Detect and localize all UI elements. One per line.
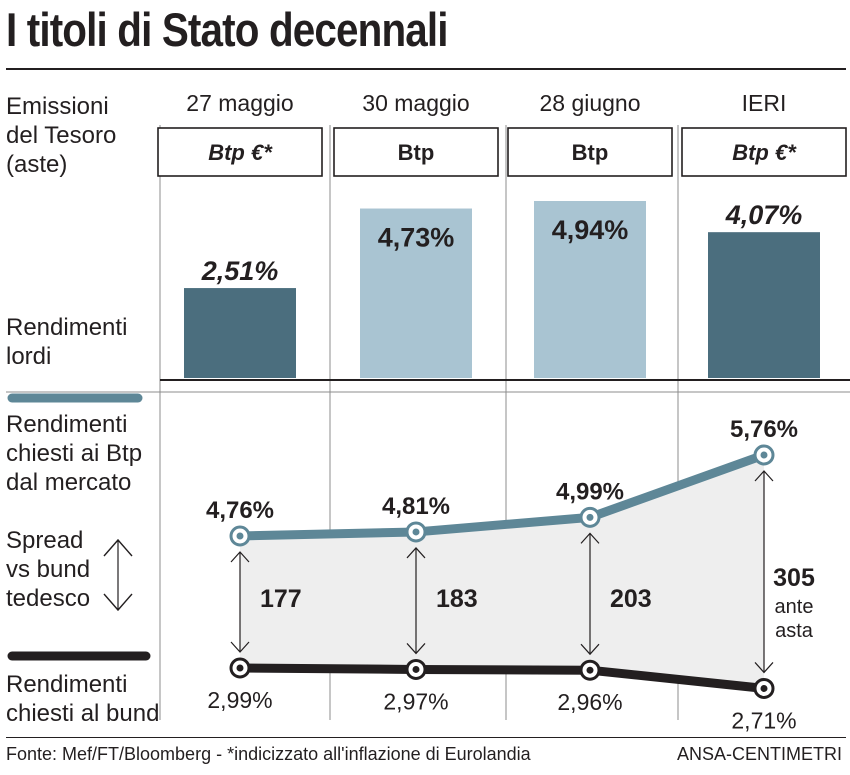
spread-arrow-head-down — [754, 662, 774, 674]
btp-market-point-dot — [760, 451, 768, 459]
bond-type-label: Btp — [572, 140, 609, 165]
bond-type-box — [333, 127, 499, 177]
footer-credit: ANSA-CENTIMETRI — [676, 744, 842, 764]
spread-value: 177 — [260, 585, 302, 613]
bund-point-dot — [760, 684, 768, 692]
spread-arrow-head-up — [406, 547, 426, 559]
label-rendimenti-bund: Rendimenti chiesti al bund — [6, 671, 160, 727]
gross-yield-label: 4,94% — [552, 215, 629, 245]
gross-yield-bar — [184, 288, 296, 378]
btp-market-value: 4,99% — [556, 478, 624, 505]
gross-yield-label: 2,51% — [201, 256, 279, 286]
label-rendimenti-lordi: Rendimenti lordi — [6, 314, 128, 370]
bond-type-box — [681, 127, 847, 177]
label-spread: Spread vs bund tedesco — [6, 527, 91, 612]
btp-market-value: 4,81% — [382, 493, 450, 520]
gross-yield-bar — [534, 201, 646, 378]
column-date: 27 maggio — [186, 90, 293, 116]
footer-source: Fonte: Mef/FT/Bloomberg - *indicizzato a… — [6, 744, 531, 764]
btp-market-point-dot — [412, 528, 420, 536]
bund-point-dot — [236, 664, 244, 672]
spread-arrow-head-up — [754, 470, 774, 482]
btp-market-line — [235, 450, 769, 541]
column-date: 30 maggio — [362, 90, 469, 116]
spread-arrow-head-down — [230, 641, 250, 653]
bond-type-box — [157, 127, 323, 177]
gross-yield-label: 4,73% — [378, 223, 455, 253]
bond-type-label: Btp — [398, 140, 435, 165]
spread-arrow-head-up — [230, 551, 250, 563]
spread-arrow-head-down — [406, 643, 426, 655]
btp-market-point-dot — [236, 532, 244, 540]
label-emissioni: Emissioni del Tesoro (aste) — [6, 93, 117, 178]
btp-market-point-dot — [586, 513, 594, 521]
btp-market-value: 5,76% — [730, 416, 798, 443]
spread-value: 183 — [436, 585, 478, 613]
title-rule — [6, 68, 846, 70]
column-date: IERI — [742, 90, 787, 116]
gross-yield-label: 4,07% — [725, 200, 803, 230]
bond-type-box — [507, 127, 673, 177]
bund-point-dot — [412, 665, 420, 673]
footer-rule — [6, 737, 846, 738]
spread-arrow-head-up — [580, 532, 600, 544]
chart-title: I titoli di Stato decennali — [6, 3, 449, 56]
legend-spread-arrow-up — [103, 538, 133, 557]
legend-spread-arrow-down — [103, 593, 133, 612]
spread-value: 305 — [773, 564, 815, 592]
spread-area — [240, 455, 764, 689]
bond-type-label: Btp €* — [208, 140, 273, 165]
bond-type-label: Btp €* — [732, 140, 797, 165]
bund-value: 2,99% — [207, 687, 272, 713]
bund-point-dot — [586, 666, 594, 674]
column-date: 28 giugno — [539, 90, 640, 116]
spread-note: asta — [775, 620, 814, 642]
bund-value: 2,97% — [383, 688, 448, 714]
gross-yield-bar — [360, 208, 472, 378]
btp-market-value: 4,76% — [206, 497, 274, 524]
spread-note: ante — [775, 596, 814, 618]
spread-value: 203 — [610, 585, 652, 613]
bund-value: 2,71% — [731, 707, 796, 733]
bund-line — [235, 663, 769, 693]
label-rendimenti-btp: Rendimenti chiesti ai Btp dal mercato — [6, 411, 143, 496]
bund-value: 2,96% — [557, 689, 622, 715]
spread-arrow-head-down — [580, 643, 600, 656]
gross-yield-bar — [708, 232, 820, 378]
